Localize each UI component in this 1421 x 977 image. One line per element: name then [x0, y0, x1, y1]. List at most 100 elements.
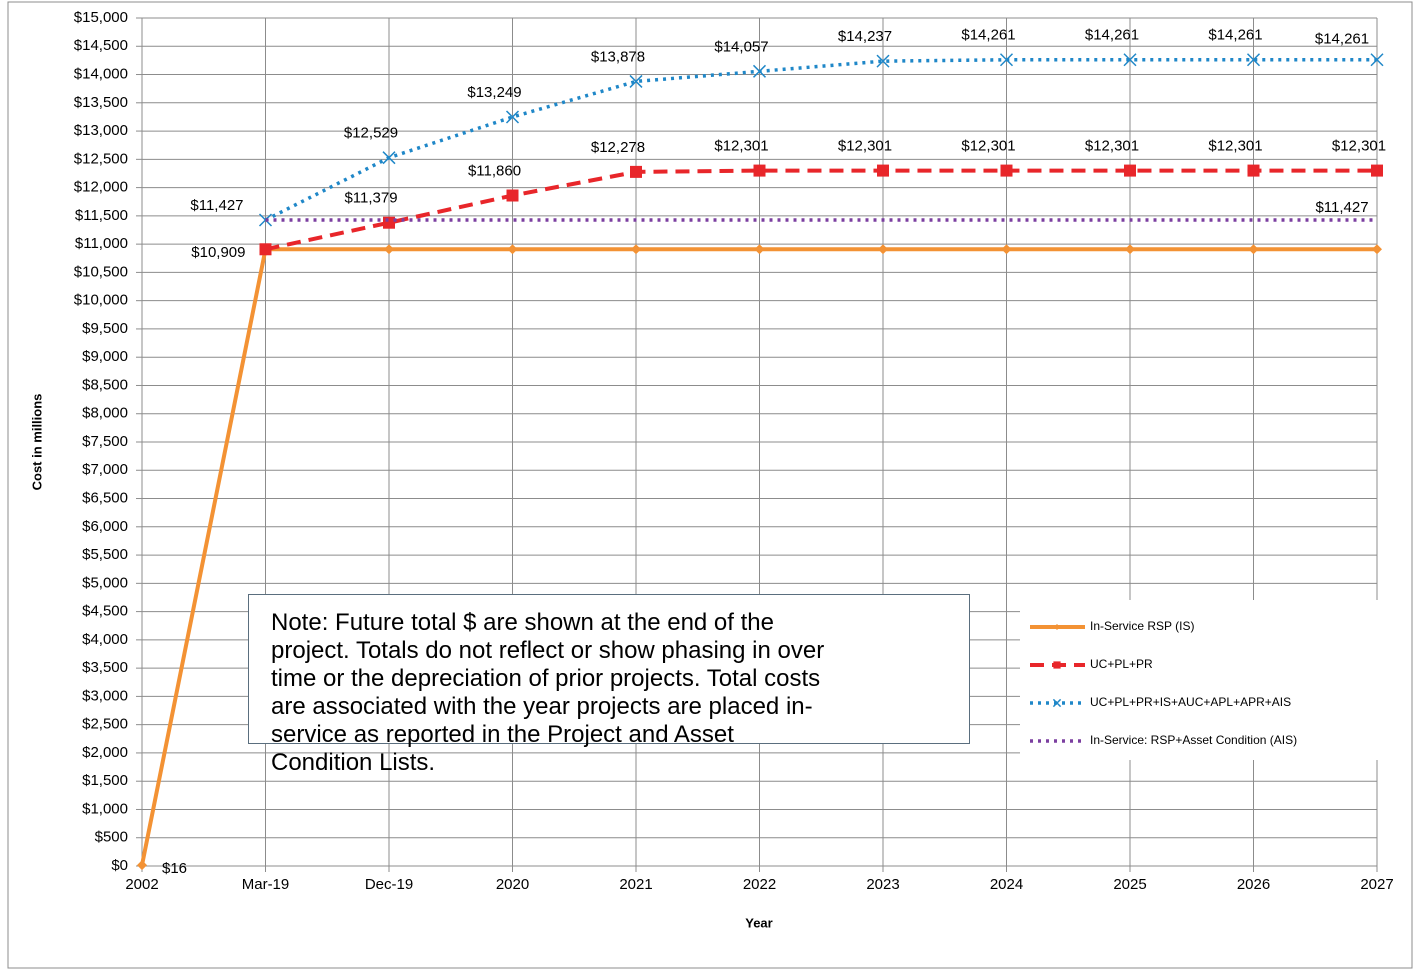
x-tick-label: 2022: [743, 876, 776, 893]
y-axis-title: Cost in millions: [29, 394, 44, 491]
y-tick-label: $4,000: [82, 631, 128, 648]
data-label: $12,529: [344, 125, 398, 142]
data-label: $10,909: [191, 244, 245, 261]
x-tick-label: 2023: [866, 876, 899, 893]
y-tick-label: $6,000: [82, 518, 128, 535]
x-tick-label: 2027: [1360, 876, 1393, 893]
marker: [1247, 164, 1260, 177]
data-label: $12,278: [591, 139, 645, 156]
x-tick-label: 2026: [1237, 876, 1270, 893]
y-tick-label: $8,500: [82, 376, 128, 393]
y-tick-label: $4,500: [82, 603, 128, 620]
marker: [505, 110, 520, 124]
y-tick-label: $2,500: [82, 716, 128, 733]
legend-label: In-Service: RSP+Asset Condition (AIS): [1090, 733, 1297, 747]
y-tick-label: $11,500: [75, 207, 128, 224]
x-tick-label: 2002: [125, 876, 158, 893]
x-tick-label: Mar-19: [242, 876, 290, 893]
marker: [506, 189, 519, 202]
data-label: $14,261: [1085, 27, 1139, 44]
series-line: [265, 168, 1377, 252]
data-label: $12,301: [1332, 138, 1386, 155]
marker: [631, 244, 641, 255]
note-line: are associated with the year projects ar…: [271, 693, 813, 720]
data-label: $13,249: [467, 84, 521, 101]
y-tick-label: $7,500: [82, 433, 128, 450]
marker: [1054, 624, 1060, 630]
y-tick-label: $15,000: [74, 9, 128, 26]
y-tick-label: $14,000: [74, 66, 128, 83]
y-tick-label: $3,000: [82, 687, 128, 704]
data-label: $11,427: [1315, 199, 1368, 216]
y-tick-label: $9,000: [82, 348, 128, 365]
marker: [629, 74, 643, 88]
y-tick-label: $13,500: [74, 94, 128, 111]
marker: [259, 243, 272, 256]
marker: [1000, 164, 1013, 177]
marker: [877, 164, 889, 177]
marker: [752, 64, 767, 78]
y-tick-label: $10,500: [74, 263, 128, 280]
marker: [1246, 53, 1261, 67]
marker: [1125, 244, 1135, 255]
y-tick-label: $11,000: [75, 235, 128, 252]
chart-border: [7, 1, 1413, 969]
marker: [754, 244, 765, 255]
y-tick-label: $10,000: [74, 292, 128, 309]
y-tick-label: $500: [95, 829, 128, 846]
marker: [1001, 244, 1012, 255]
note-line: time or the depreciation of prior projec…: [271, 665, 821, 692]
y-tick-label: $1,500: [82, 772, 128, 789]
data-label: $12,301: [714, 138, 768, 155]
marker: [1248, 244, 1259, 255]
legend: In-Service RSP (IS) UC+PL+PR UC+PL+PR+IS+A…: [1020, 600, 1380, 760]
marker: [753, 164, 766, 177]
y-tick-label: $6,500: [82, 490, 128, 507]
y-tick-label: $8,000: [82, 405, 128, 422]
marker: [383, 216, 395, 229]
y-tick-label: $12,000: [74, 179, 128, 196]
series: $16 $10,909 $11,379 $11,860 $12,278 $12,301 $1…: [137, 27, 1386, 877]
y-tick-label: $14,500: [74, 37, 128, 54]
x-tick-label: 2021: [619, 876, 652, 893]
marker: [1371, 164, 1383, 177]
data-label: $14,057: [714, 38, 768, 55]
y-tick-label: $13,000: [74, 122, 128, 139]
data-label: $11,427: [190, 197, 243, 214]
legend-label: In-Service RSP (IS): [1090, 619, 1194, 633]
y-tick-label: $7,000: [82, 461, 128, 478]
note-line: project. Totals do not reflect or show p…: [271, 637, 825, 664]
data-label: $14,261: [1208, 27, 1262, 44]
marker: [507, 244, 518, 255]
x-tick-label: 2020: [496, 876, 529, 893]
marker: [137, 860, 147, 871]
y-tick-label: $3,500: [82, 659, 128, 676]
y-tick-label: $2,000: [82, 744, 128, 761]
marker: [1123, 53, 1137, 67]
marker: [878, 244, 888, 255]
series-line: [264, 58, 1377, 222]
x-tick-label: 2025: [1113, 876, 1146, 893]
marker: [630, 165, 642, 178]
marker: [1370, 53, 1384, 67]
data-label: $14,261: [961, 27, 1015, 44]
marker: [876, 54, 890, 68]
x-tick-label: 2024: [990, 876, 1023, 893]
note-box: Note: Future total $ are shown at the en…: [248, 594, 970, 776]
data-label: $12,301: [838, 138, 892, 155]
marker: [1052, 698, 1062, 708]
data-label: $12,301: [1085, 138, 1139, 155]
data-label: $16: [162, 860, 187, 877]
note-line: Condition Lists.: [271, 749, 436, 776]
y-tick-label: $12,500: [74, 150, 128, 167]
data-label: $12,301: [1208, 138, 1262, 155]
y-tick-label: $9,500: [82, 320, 128, 337]
marker: [1124, 164, 1136, 177]
marker: [1372, 244, 1382, 255]
marker: [382, 151, 396, 165]
marker: [384, 244, 394, 255]
marker: [999, 53, 1014, 67]
y-tick-label: $5,500: [82, 546, 128, 563]
